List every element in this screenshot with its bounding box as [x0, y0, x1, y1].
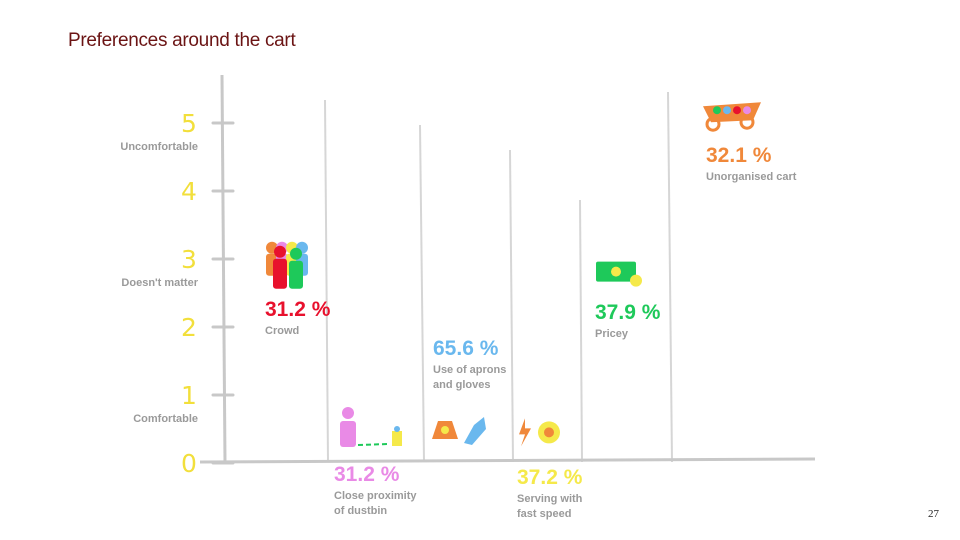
icon-shape [723, 106, 731, 115]
icon-shape [733, 106, 741, 115]
item-label: Serving with fast speed [517, 493, 583, 521]
percent-label: 31.2 % [265, 297, 331, 321]
y-tick-label: 4 [181, 177, 197, 206]
y-tick-label: 3 [181, 245, 197, 274]
percent-label: 37.2 % [517, 466, 583, 490]
icon-shape [394, 426, 400, 432]
icon-shape [273, 258, 287, 289]
icon-shape [290, 247, 302, 260]
guide-line [324, 99, 329, 463]
icon-shape [743, 106, 751, 115]
item-label: Unorganised cart [706, 171, 797, 184]
item-icon [703, 102, 761, 132]
y-axis-label: Comfortable [133, 413, 198, 425]
y-axis-label: Uncomfortable [120, 141, 198, 153]
guides [324, 91, 673, 463]
icon-shape [274, 245, 286, 258]
icon-shape [464, 417, 486, 445]
percent-label: 31.2 % [334, 463, 400, 486]
icon-shape [519, 418, 531, 447]
icon-shape [705, 116, 721, 132]
y-tick-label: 1 [181, 381, 197, 410]
item-icon [596, 261, 642, 287]
percent-label: 37.9 % [595, 300, 661, 324]
icon-shape [289, 260, 303, 289]
y-tick-label: 2 [181, 313, 197, 342]
icon-shape [340, 421, 356, 447]
guide-line [509, 149, 514, 463]
item-icon [519, 418, 560, 447]
icon-shape [342, 407, 354, 419]
y-tick-label: 0 [181, 449, 197, 478]
page-number: 27 [928, 508, 939, 520]
icon-shape [441, 426, 449, 434]
icon-shape [630, 274, 642, 287]
icon-shape [544, 427, 554, 438]
item-icon [266, 241, 308, 289]
icon-shape [357, 443, 389, 446]
item-label: Use of aprons and gloves [433, 364, 507, 391]
item-icon [340, 407, 402, 447]
icon-shape [713, 106, 721, 115]
guide-line [579, 199, 583, 463]
slide-title: Preferences around the cart [68, 30, 296, 51]
item-label: Crowd [265, 324, 300, 337]
icon-shape [739, 114, 755, 130]
y-axis-label: Doesn't matter [121, 277, 198, 289]
x-axis [199, 457, 816, 464]
icon-shape [392, 431, 402, 446]
guide-line [419, 124, 425, 463]
item-label: Close proximity of dustbin [334, 490, 417, 517]
item-label: Pricey [595, 327, 629, 340]
y-axis [220, 74, 227, 464]
y-tick-label: 5 [181, 109, 197, 138]
percent-label: 65.6 % [433, 337, 499, 360]
icon-shape [611, 266, 621, 277]
item-icon [432, 417, 486, 445]
guide-line [667, 91, 673, 463]
percent-label: 32.1 % [706, 144, 772, 168]
